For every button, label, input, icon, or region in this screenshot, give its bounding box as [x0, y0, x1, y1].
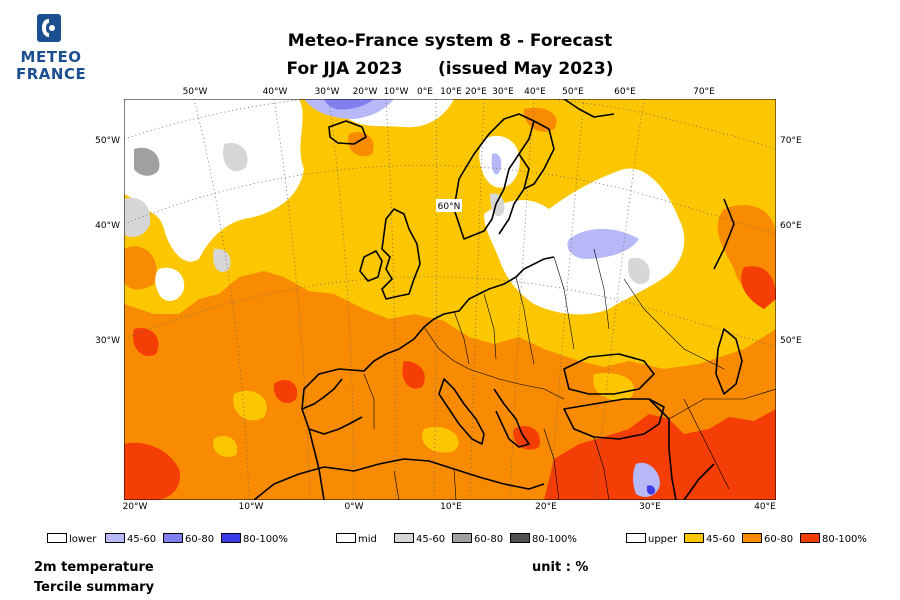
- legend-swatch: [800, 533, 820, 543]
- legend-item: 80-100%: [510, 533, 577, 546]
- mid-45-60-grey-east: [628, 257, 650, 285]
- left-tick-label: 30°W: [95, 336, 120, 346]
- upper-60-80-patch-n: [348, 131, 374, 157]
- upper-60-80-patch-nw: [124, 246, 157, 290]
- map-subtitle: For JJA 2023 (issued May 2023): [286, 59, 614, 79]
- coastlines: [253, 99, 743, 500]
- legend-item: 45-60: [105, 533, 157, 546]
- left-tick-label: 40°W: [95, 221, 120, 231]
- legend-label: 80-100%: [822, 534, 867, 545]
- legend-swatch: [221, 533, 241, 543]
- tercile-probability-map: 60°N: [124, 99, 776, 500]
- upper-45-60-patch-med: [422, 426, 459, 453]
- upper-80-100-balkan: [513, 426, 540, 450]
- legend-item: 45-60: [394, 533, 446, 546]
- legend-label: 45-60: [706, 534, 736, 545]
- lower-80-100-levant: [647, 485, 656, 495]
- legend-swatch: [742, 533, 762, 543]
- top-tick-label: 10°W: [383, 87, 409, 97]
- graticule: [124, 99, 776, 500]
- lower-45-60-russia: [567, 228, 639, 259]
- mid-45-60-grey-atlantic: [223, 142, 248, 172]
- legend-label: 60-80: [185, 534, 215, 545]
- legend-item: 80-100%: [800, 533, 867, 546]
- legend-item: mid: [336, 533, 377, 546]
- bottom-tick-label: 20°E: [535, 502, 557, 512]
- top-tick-label: 30°W: [314, 87, 340, 97]
- right-tick-label: 70°E: [780, 136, 802, 146]
- variable-label: 2m temperature: [34, 560, 154, 575]
- upper-45-60-patch-sw2: [213, 435, 238, 458]
- mid-60-80-grey-atlantic: [134, 147, 160, 176]
- top-tick-label: 30°E: [492, 87, 514, 97]
- right-tick-label: 60°E: [780, 221, 802, 231]
- top-tick-label: 20°E: [465, 87, 487, 97]
- mid-45-60-grey-small-a: [124, 197, 151, 237]
- upper-80-100-iberia: [273, 379, 298, 404]
- upper-80-100-azores: [402, 361, 425, 389]
- legend-swatch: [105, 533, 125, 543]
- legend-label: upper: [648, 534, 678, 545]
- upper-45-60-patch-bay: [233, 390, 267, 421]
- legend-item: 60-80: [742, 533, 794, 546]
- legend-item: 45-60: [684, 533, 736, 546]
- legend-label: lower: [69, 534, 97, 545]
- legend-item: upper: [626, 533, 678, 546]
- upper-80-100-atlantic-w: [133, 328, 159, 357]
- bottom-tick-label: 40°E: [754, 502, 776, 512]
- legend-swatch: [510, 533, 530, 543]
- bottom-tick-label: 20°W: [122, 502, 148, 512]
- top-tick-label: 50°W: [182, 87, 208, 97]
- top-tick-label: 70°E: [693, 87, 715, 97]
- top-tick-label: 10°E: [440, 87, 462, 97]
- top-tick-label: 0°E: [417, 87, 433, 97]
- upper-80-100-west: [124, 442, 180, 500]
- left-tick-label: 50°W: [95, 136, 120, 146]
- legend-item: 60-80: [452, 533, 504, 546]
- bottom-tick-label: 10°W: [238, 502, 264, 512]
- bottom-tick-label: 30°E: [639, 502, 661, 512]
- top-tick-label: 50°E: [562, 87, 584, 97]
- map-title: Meteo-France system 8 - Forecast: [287, 31, 613, 51]
- lat-label-box: [436, 199, 462, 212]
- bottom-tick-label: 10°E: [440, 502, 462, 512]
- legend-label: 80-100%: [243, 534, 288, 545]
- legend-label: mid: [358, 534, 377, 545]
- logo-text-france: FRANCE: [16, 65, 87, 83]
- top-tick-label: 40°E: [524, 87, 546, 97]
- legend-item: 60-80: [163, 533, 215, 546]
- lower-45-60-scandinavia: [491, 153, 502, 175]
- legend-label: 60-80: [764, 534, 794, 545]
- upper-80-100-east: [741, 266, 776, 309]
- legend-swatch: [394, 533, 414, 543]
- legend-item: 80-100%: [221, 533, 288, 546]
- legend-swatch: [452, 533, 472, 543]
- logo-text-meteo: METEO: [20, 48, 82, 66]
- legend-label: 45-60: [127, 534, 157, 545]
- meteo-france-logo-mark: [37, 14, 61, 42]
- legend-item: lower: [47, 533, 97, 546]
- unit-label: unit : %: [532, 560, 589, 575]
- legend-label: 80-100%: [532, 534, 577, 545]
- lower-60-80-north-sea: [324, 99, 374, 110]
- product-label: Tercile summary: [34, 580, 155, 595]
- legend-swatch: [47, 533, 67, 543]
- bottom-tick-label: 0°W: [344, 502, 364, 512]
- top-tick-label: 20°W: [352, 87, 378, 97]
- no-signal-atlantic-west: [155, 267, 185, 301]
- legend-swatch: [684, 533, 704, 543]
- legend-swatch: [626, 533, 646, 543]
- country-borders: [363, 248, 776, 500]
- legend-label: 60-80: [474, 534, 504, 545]
- no-signal-atlantic-north: [124, 99, 304, 262]
- right-tick-label: 50°E: [780, 336, 802, 346]
- top-tick-label: 60°E: [614, 87, 636, 97]
- legend-swatch: [336, 533, 356, 543]
- top-tick-label: 40°W: [262, 87, 288, 97]
- upper-80-100-north-africa: [544, 409, 776, 500]
- legend-swatch: [163, 533, 183, 543]
- legend-label: 45-60: [416, 534, 446, 545]
- mid-45-60-grey-small-b: [213, 248, 231, 273]
- lat-label: 60°N: [438, 202, 461, 212]
